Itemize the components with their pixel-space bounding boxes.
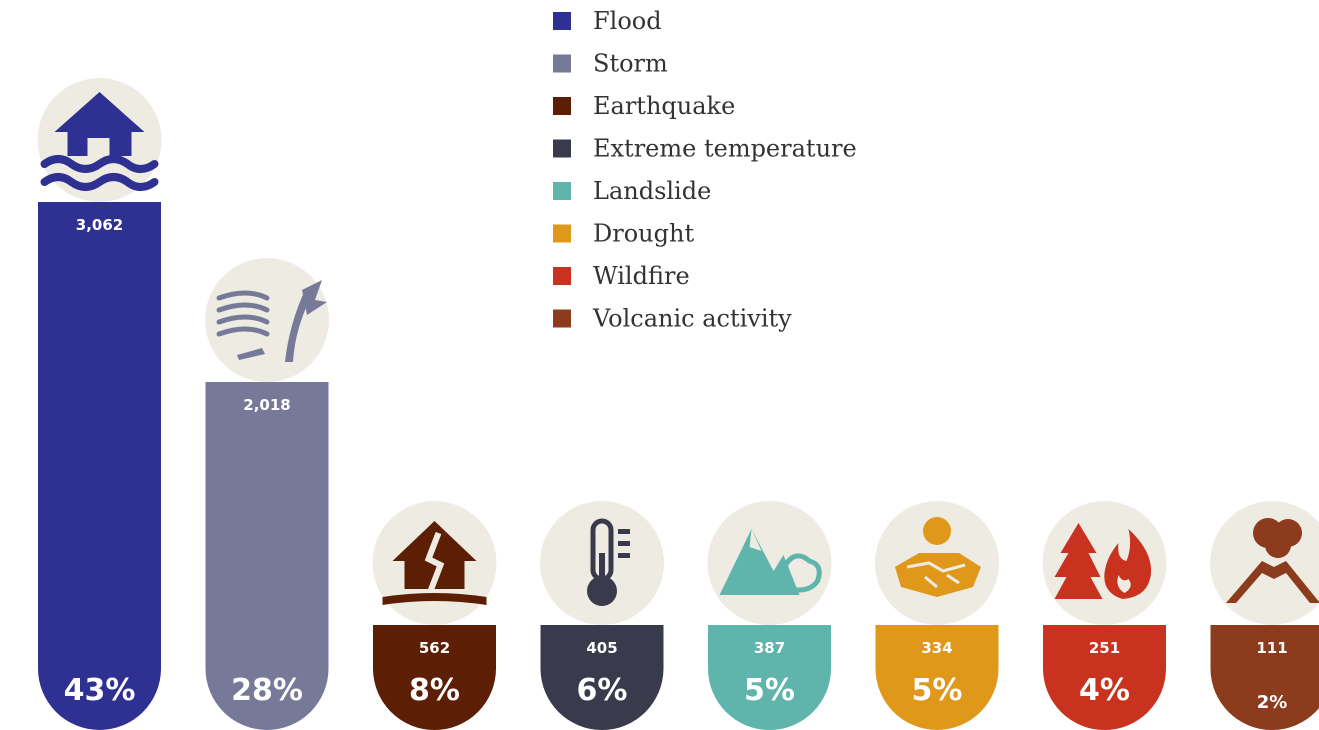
volcano-icon — [1210, 501, 1319, 625]
legend-swatch-drought — [553, 224, 571, 243]
legend-label-landslide: Landslide — [593, 177, 711, 205]
percent-label-earthquake: 8% — [409, 673, 460, 708]
value-label-landslide: 387 — [754, 639, 785, 657]
legend-swatch-wildfire — [553, 267, 571, 285]
drought-sun-icon — [875, 501, 999, 625]
bar-wildfire — [1043, 625, 1166, 730]
percent-label-wildfire: 4% — [1079, 673, 1130, 708]
wildfire-flame-icon — [1042, 501, 1167, 625]
legend-label-storm: Storm — [593, 50, 668, 78]
bar-landslide — [708, 625, 831, 730]
legend-swatch-volcanic-activity — [553, 309, 571, 328]
legend-label-extreme-temperature: Extreme temperature — [593, 135, 857, 163]
flood-house-icon — [37, 78, 162, 202]
legend-swatch-earthquake — [553, 97, 571, 115]
bar-earthquake — [373, 625, 496, 730]
percent-label-landslide: 5% — [744, 673, 795, 708]
value-label-flood: 3,062 — [76, 216, 123, 234]
legend-label-earthquake: Earthquake — [593, 92, 735, 120]
landslide-mountain-icon — [707, 501, 832, 625]
legend-label-volcanic-activity: Volcanic activity — [592, 305, 792, 333]
legend-label-flood: Flood — [593, 7, 662, 35]
bar-extreme-temperature — [540, 625, 664, 730]
value-label-volcanic-activity: 111 — [1256, 639, 1287, 657]
legend-swatch-flood — [553, 12, 571, 30]
percent-label-drought: 5% — [912, 673, 963, 708]
legend-swatch-storm — [553, 54, 571, 73]
legend-swatch-landslide — [553, 182, 571, 200]
bar-drought — [875, 625, 999, 730]
legend-label-wildfire: Wildfire — [593, 262, 690, 290]
value-label-wildfire: 251 — [1089, 639, 1120, 657]
value-label-storm: 2,018 — [243, 396, 290, 414]
legend-label-drought: Drought — [593, 220, 694, 248]
percent-label-storm: 28% — [231, 673, 303, 708]
bar-volcanic-activity — [1210, 625, 1319, 730]
percent-label-extreme-temperature: 6% — [577, 673, 628, 708]
thermometer-icon — [540, 501, 664, 625]
value-label-drought: 334 — [921, 639, 952, 657]
bar-storm — [205, 382, 329, 730]
bar-flood — [38, 202, 161, 730]
percent-label-flood: 43% — [64, 673, 136, 708]
legend-swatch-extreme-temperature — [553, 139, 571, 158]
value-label-earthquake: 562 — [419, 639, 450, 657]
legend: Flood Storm Earthquake Extreme temperature L… — [553, 7, 857, 333]
earthquake-house-icon — [372, 501, 497, 625]
value-label-extreme-temperature: 405 — [586, 639, 617, 657]
percent-label-volcanic-activity: 2% — [1257, 692, 1288, 713]
bars-group: 3,062 43% 2,018 28% 562 8% 405 6% 387 5% 334 5% 251 4… — [37, 78, 1319, 730]
storm-wind-icon — [205, 258, 329, 383]
